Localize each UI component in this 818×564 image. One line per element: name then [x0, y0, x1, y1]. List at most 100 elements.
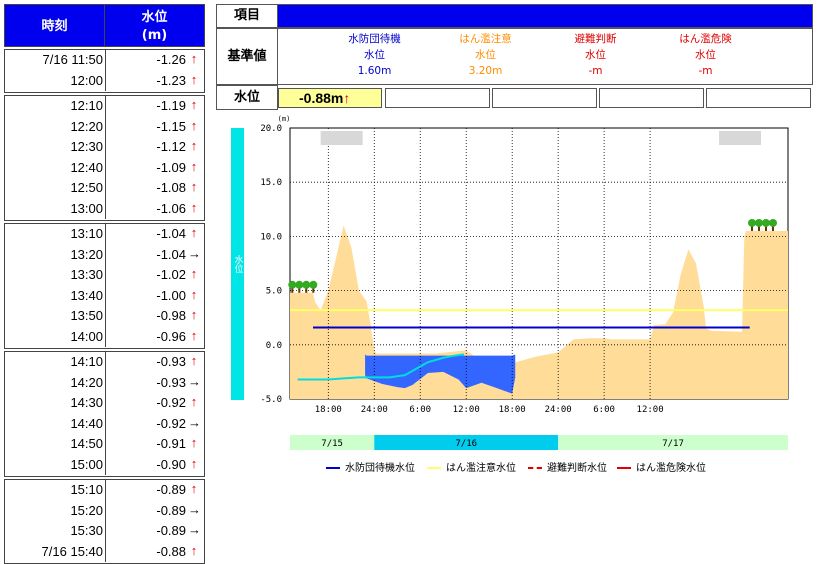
table-group: 13:10 -1.04 ↑ 13:20 -1.04 → 13:30 -1.02 ↑ 13:40 -1…	[4, 223, 205, 349]
legend-item: はん濫注意水位	[427, 459, 516, 474]
row-time: 12:20	[70, 118, 103, 134]
row-divider	[105, 454, 106, 475]
date-label: 7/17	[662, 439, 684, 449]
right-bank-tree-icon	[768, 218, 777, 227]
row-divider	[105, 372, 106, 393]
arrow-up-icon: ↑	[190, 435, 198, 450]
left-bank-tree-icon	[288, 280, 297, 289]
row-time: 14:40	[70, 415, 103, 431]
date-band	[290, 435, 375, 450]
y-tick-label: 5.0	[266, 287, 282, 297]
table-row: 12:40 -1.09 ↑	[5, 157, 204, 178]
empty-level-cell-1	[385, 88, 490, 108]
table-row: 13:20 -1.04 →	[5, 244, 204, 265]
table-row: 15:10 -0.89 ↑	[5, 480, 204, 501]
table-row: 14:10 -0.93 ↑	[5, 352, 204, 373]
row-value: -1.04	[156, 246, 186, 262]
x-tick-label: 18:00	[315, 405, 342, 415]
row-value: -1.09	[156, 159, 186, 175]
table-row: 7/16 11:50 -1.26 ↑	[5, 50, 204, 71]
row-value: -0.90	[156, 456, 186, 472]
item-header-label: 項目	[233, 8, 260, 23]
row-value: -0.89	[156, 482, 186, 497]
table-row: 13:50 -0.98 ↑	[5, 306, 204, 327]
level-label: 水位	[233, 90, 260, 105]
plot-area: 20.0 15.0 10.0 5.0 0.0 -5.0 18:00 24:00 6:00 12:0…	[260, 124, 789, 450]
right-label-placeholder	[719, 131, 762, 145]
y-unit-label: (m)	[278, 115, 291, 123]
row-value: -1.19	[156, 98, 186, 113]
right-bank-tree-icon	[754, 218, 763, 227]
right-bank-tree-icon	[761, 218, 770, 227]
table-row: 13:00 -1.06 ↑	[5, 198, 204, 219]
y-tick-label: 20.0	[260, 124, 282, 134]
arrow-right-icon: →	[188, 501, 201, 517]
arrow-right-icon: →	[188, 414, 201, 430]
y-tick-label: 10.0	[260, 232, 282, 242]
row-divider	[105, 521, 106, 542]
row-time: 13:20	[70, 246, 103, 262]
row-value: -0.89	[156, 502, 186, 518]
arrow-up-icon: ↑	[190, 481, 198, 496]
row-divider	[105, 352, 106, 373]
legend-label: はん濫注意水位	[446, 463, 516, 474]
legend-swatch	[326, 467, 340, 469]
time-header-label: 時刻	[41, 19, 68, 34]
legend-swatch	[617, 467, 631, 469]
table-group: 12:10 -1.19 ↑ 12:20 -1.15 ↑ 12:30 -1.12 ↑ 12:40 -1…	[4, 95, 205, 221]
row-time: 15:20	[70, 502, 103, 518]
tree-trunk	[757, 225, 760, 231]
chart-svg: 水位 (m) 20.0 15.0 10.0 5.0 0.0 -5.0 18:00 24:00 6…	[231, 115, 789, 450]
table-group: 7/16 11:50 -1.26 ↑ 12:00 -1.23 ↑	[4, 49, 205, 93]
water-level-line	[297, 353, 465, 381]
row-value: -1.15	[156, 118, 186, 134]
left-bank-tree-icon	[295, 280, 304, 289]
x-tick-label: 6:00	[409, 405, 431, 415]
empty-level-cell-2	[492, 88, 597, 108]
caution-level-col: はん濫注意 水位 3.20m	[433, 31, 538, 79]
level-header-unit: (m)	[141, 28, 168, 43]
row-divider	[105, 198, 106, 219]
row-divider	[105, 157, 106, 178]
table-row: 12:00 -1.23 ↑	[5, 70, 204, 91]
tree-trunk	[764, 225, 767, 231]
row-time: 14:00	[70, 328, 103, 344]
row-time: 15:00	[70, 456, 103, 472]
row-time: 13:30	[70, 267, 103, 282]
table-row: 14:50 -0.91 ↑	[5, 434, 204, 455]
arrow-up-icon: ↑	[190, 138, 198, 153]
evacuation-level-name: 避難判断	[574, 33, 617, 45]
left-bank-tree-icon	[302, 280, 311, 289]
row-time: 13:50	[70, 308, 103, 323]
table-row: 15:00 -0.90 ↑	[5, 454, 204, 475]
danger-level-name: はん濫危険	[679, 33, 732, 45]
row-divider	[105, 244, 106, 265]
row-divider	[105, 137, 106, 158]
y-tick-label: 0.0	[266, 341, 282, 351]
standby-level-name: 水防団待機	[348, 33, 401, 45]
arrow-up-icon: ↑	[190, 266, 198, 281]
legend-label: 避難判断水位	[547, 463, 607, 474]
x-tick-label: 12:00	[637, 405, 664, 415]
row-divider	[105, 541, 106, 562]
table-row: 12:10 -1.19 ↑	[5, 96, 204, 117]
row-time: 14:10	[70, 354, 103, 369]
date-band	[558, 435, 788, 450]
row-time: 13:00	[70, 200, 103, 216]
legend-swatch	[427, 467, 441, 469]
legend-swatch	[528, 467, 542, 469]
row-divider	[105, 96, 106, 117]
standby-level-value: 1.60m	[357, 65, 392, 77]
row-divider	[105, 413, 106, 434]
item-header-bar	[277, 4, 813, 28]
tree-trunk	[750, 225, 753, 231]
level-header: 水位 (m)	[104, 4, 205, 47]
reference-table: 項目 基準値 水防団待機 水位 1.60m はん濫注意 水位 3.20m 避難判…	[216, 4, 813, 110]
arrow-up-icon: ↑	[190, 286, 198, 302]
table-row: 13:40 -1.00 ↑	[5, 285, 204, 306]
water-level-chart: 水位 (m) 20.0 15.0 10.0 5.0 0.0 -5.0 18:00 24:00 6…	[228, 114, 818, 474]
row-divider	[105, 306, 106, 327]
row-value: -0.92	[156, 415, 186, 431]
row-time: 12:10	[70, 98, 103, 113]
arrow-up-icon: ↑	[190, 117, 198, 133]
